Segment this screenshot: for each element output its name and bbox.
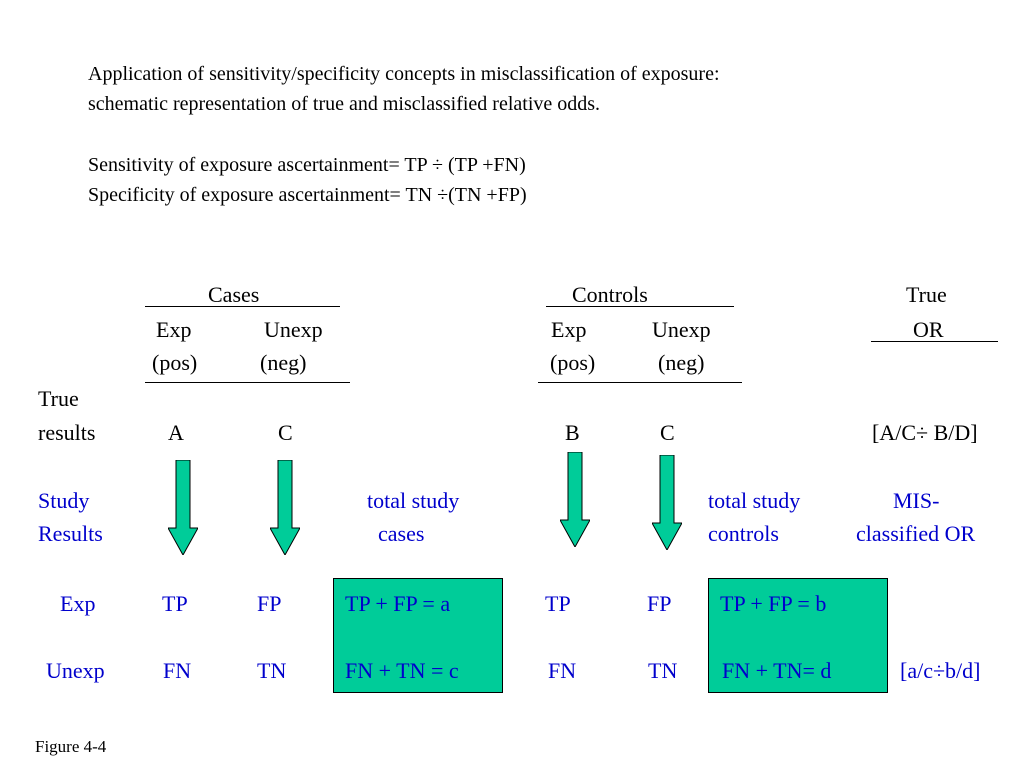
true-results-label-1: True [38,386,79,411]
controls-unexp-label: Unexp [652,317,711,342]
controls-fn: FN [548,658,577,683]
controls-tn: TN [648,658,678,683]
mis-or-line-2: classified OR [856,521,976,546]
cases-header-rule [145,382,350,383]
down-arrow-icon [168,460,198,555]
controls-exp-label: Exp [551,317,587,342]
intro-line-2: schematic representation of true and mis… [88,93,601,115]
controls-sum-box [708,578,888,693]
true-or-line-2: OR [913,317,944,342]
cases-title-underline [145,306,340,307]
intro-line-1: Application of sensitivity/specificity c… [88,63,720,85]
true-or-underline [871,341,998,342]
controls-sum-d: FN + TN= d [722,658,832,683]
mis-or-line-1: MIS- [893,488,940,513]
cases-pos-label: (pos) [152,350,198,375]
controls-true-b: B [565,420,580,445]
controls-title: Controls [572,282,648,307]
controls-fp: FP [647,591,672,616]
cases-sum-box [333,578,503,693]
figure-label: Figure 4-4 [35,737,107,756]
cases-fn: FN [163,658,192,683]
study-results-label-2: Results [38,521,103,546]
cases-true-a: A [168,420,184,445]
cases-tp: TP [162,591,188,616]
controls-pos-label: (pos) [550,350,596,375]
cases-unexp-label: Unexp [264,317,323,342]
total-cases-line-2: cases [378,521,425,546]
cases-true-c: C [278,420,293,445]
total-controls-line-2: controls [708,521,779,546]
total-cases-line-1: total study [367,488,460,513]
controls-sum-b: TP + FP = b [720,591,827,616]
controls-tp: TP [545,591,571,616]
down-arrow-icon [270,460,300,555]
cases-sum-a: TP + FP = a [345,591,451,616]
cases-title: Cases [208,282,260,307]
controls-true-c: C [660,420,675,445]
controls-neg-label: (neg) [658,350,705,375]
true-or-line-1: True [906,282,947,307]
mis-or-formula: [a/c÷b/d] [900,658,981,683]
controls-header-rule [538,382,742,383]
true-results-label-2: results [38,420,96,445]
cases-sum-c: FN + TN = c [345,658,459,683]
specificity-formula: Specificity of exposure ascertainment= T… [88,184,527,206]
total-controls-line-1: total study [708,488,801,513]
controls-title-underline [546,306,734,307]
cases-neg-label: (neg) [260,350,307,375]
study-results-label-1: Study [38,488,90,513]
down-arrow-icon [652,455,682,550]
cases-exp-label: Exp [156,317,192,342]
true-or-formula: [A/C÷ B/D] [872,420,978,445]
exp-row-label: Exp [60,591,96,616]
cases-fp: FP [257,591,282,616]
unexp-row-label: Unexp [46,658,105,683]
sensitivity-formula: Sensitivity of exposure ascertainment= T… [88,154,526,176]
cases-tn: TN [257,658,287,683]
down-arrow-icon [560,452,590,547]
